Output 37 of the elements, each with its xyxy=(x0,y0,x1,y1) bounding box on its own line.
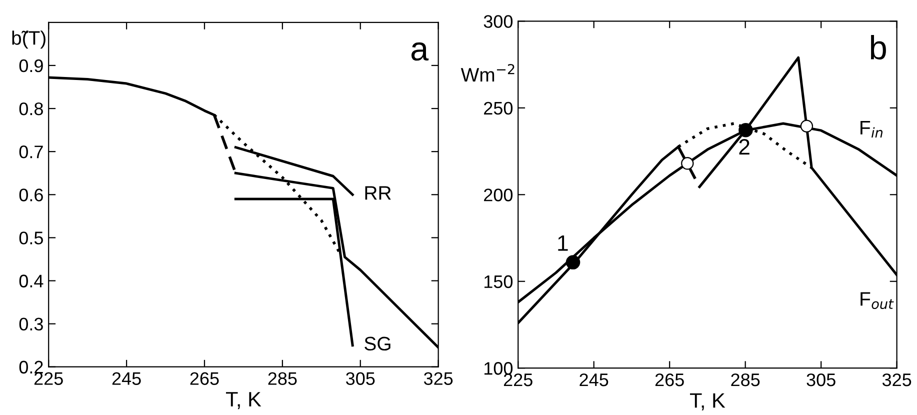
y-tick-label: 0.8 xyxy=(19,102,43,116)
y-tick-label: 0.9 xyxy=(19,59,43,72)
y-tick-label: 0.2 xyxy=(19,360,43,374)
x-tick-label: 325 xyxy=(882,373,912,386)
y-axis-title: Wm$^{−2}$ xyxy=(460,64,514,82)
annotation: F$_{out}$ xyxy=(860,292,894,310)
annotation: 1 xyxy=(558,235,568,251)
x-tick-label: 265 xyxy=(190,372,219,385)
x-tick-label: 305 xyxy=(346,372,375,385)
x-tick-label: 245 xyxy=(580,373,608,386)
annotation: a xyxy=(411,42,429,61)
x-tick-label: 225 xyxy=(34,372,63,385)
y-tick-label: 0.3 xyxy=(19,318,43,331)
y-tick-label: 150 xyxy=(484,275,513,288)
annotation: b xyxy=(870,35,886,60)
x-tick-label: 245 xyxy=(112,372,141,385)
annotation: RR xyxy=(365,186,391,200)
annotation: SG xyxy=(364,336,390,351)
x-axis-title: T, K xyxy=(690,393,726,410)
y-tick-label: 200 xyxy=(484,188,513,202)
y-tick-label: 0.7 xyxy=(19,146,43,158)
annotation: 2 xyxy=(739,139,750,155)
y-tick-label: 100 xyxy=(484,362,513,375)
x-tick-label: 325 xyxy=(424,372,453,385)
x-tick-label: 285 xyxy=(731,373,760,386)
y-tick-label: 300 xyxy=(484,15,513,28)
annotation: F$_{in}$ xyxy=(860,120,882,138)
y-tick-label: 0.4 xyxy=(19,274,44,288)
x-tick-label: 305 xyxy=(806,373,836,386)
y-axis-title: b̃(T) xyxy=(12,30,46,49)
y-tick-label: 0.6 xyxy=(19,188,43,202)
x-axis-title: T, K xyxy=(226,392,262,410)
y-tick-label: 250 xyxy=(484,102,513,115)
x-tick-label: 265 xyxy=(655,373,684,386)
x-tick-label: 285 xyxy=(268,372,297,385)
x-tick-label: 225 xyxy=(504,373,532,386)
y-tick-label: 0.5 xyxy=(19,232,43,244)
